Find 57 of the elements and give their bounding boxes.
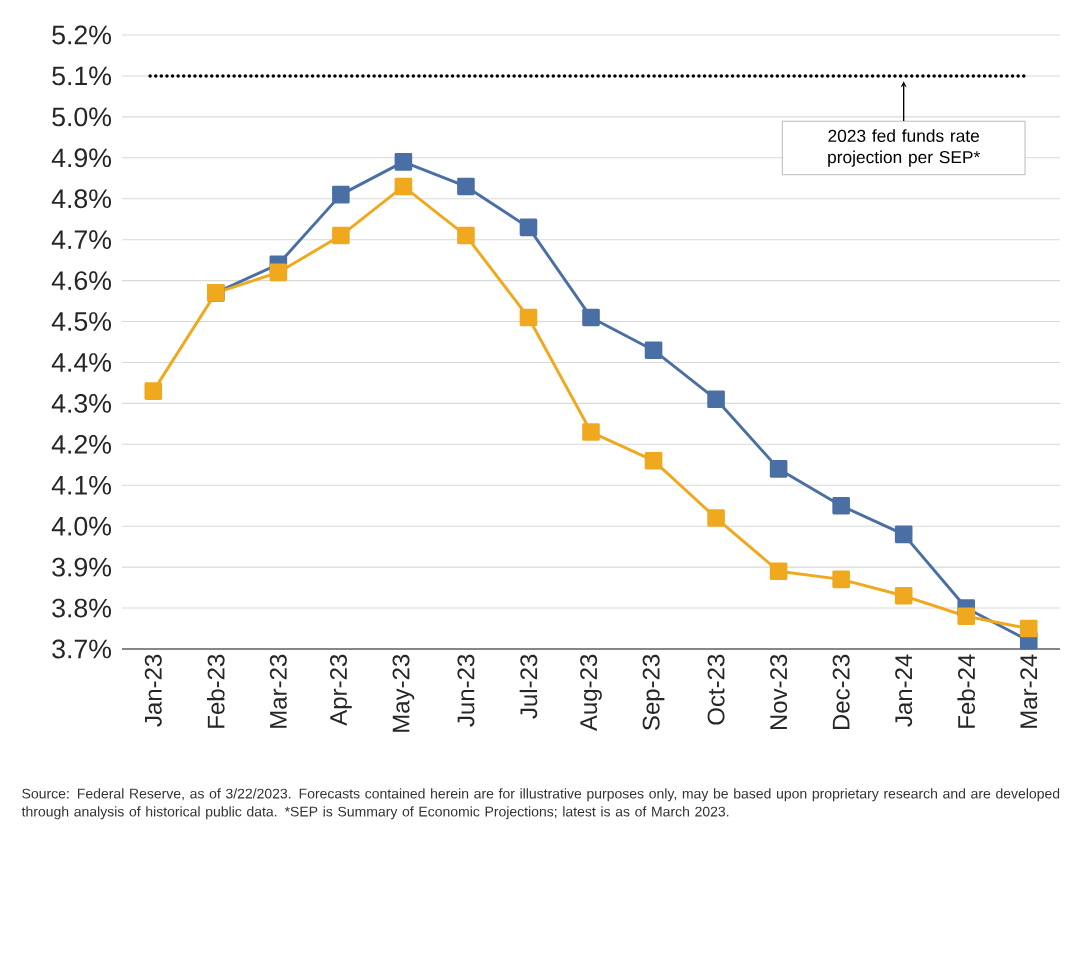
- point: [1019, 619, 1038, 638]
- point: [582, 423, 600, 441]
- x-tick-label: Feb-24: [957, 654, 976, 728]
- x-tick-label: Jan-23: [144, 654, 162, 727]
- x-tick-label: Mar-24: [1020, 654, 1038, 728]
- point: [769, 460, 788, 478]
- x-tick-label: Aug-23: [580, 654, 602, 732]
- x-tick-label: May-23: [392, 654, 415, 732]
- x-tick-label: Oct-23: [707, 654, 725, 725]
- point: [957, 607, 976, 626]
- y-tick-label: 3.7%: [52, 639, 111, 659]
- y-tick-label: 5.1%: [52, 66, 111, 86]
- x-tick-label: Dec-23: [832, 654, 850, 730]
- point: [332, 185, 350, 204]
- legend-label: 2023 fed funds rate projection per SEP*: [828, 129, 980, 167]
- x-tick-label: Jan-24: [895, 654, 913, 727]
- x-tick-label: Apr-23: [329, 654, 352, 726]
- point: [832, 496, 850, 515]
- y-tick-label: 4.5%: [51, 312, 111, 331]
- y-tick-label: 4.8%: [51, 189, 111, 209]
- y-tick-label: 4.0%: [51, 516, 111, 536]
- y-tick-label: 5.2%: [52, 25, 111, 45]
- point: [394, 153, 413, 171]
- y-tick-label: 4.1%: [51, 475, 111, 495]
- point: [457, 177, 475, 196]
- point: [644, 341, 663, 359]
- point: [582, 308, 600, 327]
- point: [457, 226, 475, 245]
- x-tick-label: Mar-23: [269, 654, 287, 728]
- point: [707, 390, 725, 409]
- y-tick-label: 4.3%: [51, 393, 111, 413]
- y-tick-label: 4.4%: [51, 353, 111, 372]
- point: [332, 226, 350, 245]
- point: [519, 218, 538, 237]
- point: [144, 382, 163, 400]
- y-tick-label: 4.9%: [51, 148, 111, 168]
- point: [269, 263, 288, 282]
- point: [707, 509, 725, 527]
- x-tick-label: Jul-23: [519, 654, 538, 719]
- y-tick-label: 4.2%: [51, 434, 111, 454]
- point: [519, 308, 538, 327]
- y-tick-label: 3.9%: [52, 557, 111, 577]
- point: [894, 525, 913, 544]
- source-note: Source: Federal Reserve, as of 3/22/2023. Forecasts contained herein are for illustrative purposes only, may be based upon proprietary research and are developed through analysis of historical public data. *SEP is Summary of Economic Projections; latest is as of March 2023.: [21, 788, 1060, 820]
- point: [769, 562, 788, 581]
- x-tick-label: Nov-23: [770, 654, 788, 730]
- x-tick-label: Jun-23: [457, 654, 475, 727]
- x-tick-label: Feb-23: [206, 654, 225, 728]
- y-tick-label: 5.0%: [52, 107, 111, 127]
- point: [894, 586, 913, 605]
- point: [394, 177, 413, 196]
- x-tick-label: Sep-23: [642, 654, 665, 731]
- y-tick-label: 4.6%: [51, 271, 111, 291]
- y-tick-label: 3.8%: [52, 598, 111, 618]
- y-tick-label: 4.7%: [51, 230, 111, 249]
- point: [832, 570, 850, 589]
- point: [644, 451, 663, 470]
